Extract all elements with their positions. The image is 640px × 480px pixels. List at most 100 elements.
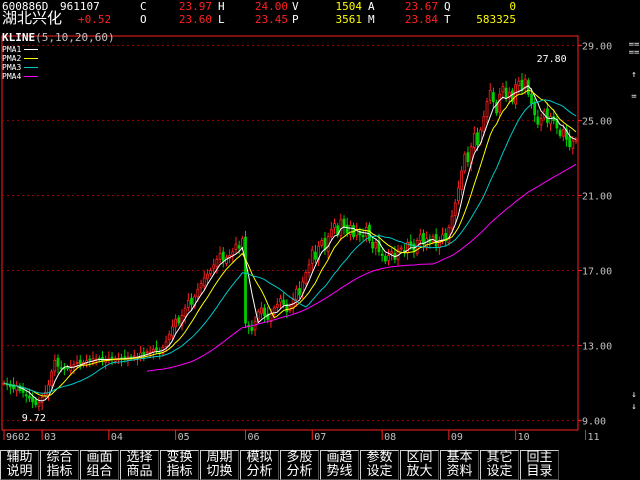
candle-body: [34, 399, 38, 406]
value-q: 0: [509, 0, 516, 13]
function-button-label: 回主: [526, 450, 553, 465]
value-low: 23.45: [254, 13, 288, 26]
function-button-label: 指标: [46, 464, 73, 479]
function-button[interactable]: 回主 目录: [520, 450, 559, 480]
candle-body: [549, 116, 552, 125]
side-scroll-icon[interactable]: ==: [628, 48, 640, 58]
candle-body: [320, 240, 324, 246]
side-scroll-icon[interactable]: =: [631, 92, 637, 102]
function-button[interactable]: 变换 指标: [160, 450, 199, 480]
function-button-label: 势线: [326, 464, 353, 479]
value-volume: 1504: [335, 0, 363, 13]
candle-body: [466, 152, 470, 163]
function-button[interactable]: 辅助 说明: [0, 450, 39, 480]
ma-legend-swatch: [24, 58, 39, 59]
function-button-label: 放大: [406, 464, 433, 479]
quote-date: 961107: [60, 0, 100, 13]
candle-body: [199, 283, 203, 289]
candle-body: [539, 118, 543, 126]
function-button[interactable]: 画趋 势线: [320, 450, 359, 480]
candle-body: [237, 245, 241, 249]
function-button[interactable]: 多股 分析: [280, 450, 319, 480]
candle-body: [285, 303, 289, 313]
candle-body: [171, 326, 174, 337]
candle-body: [380, 253, 384, 256]
value-p: 3561: [335, 13, 363, 26]
function-button-label: 模拟: [246, 450, 273, 465]
candle-body: [263, 307, 266, 316]
function-button[interactable]: 画面 组合: [80, 450, 119, 480]
function-button[interactable]: 其它 设定: [480, 450, 519, 480]
function-button-label: 区间: [406, 450, 433, 465]
function-button-label: 目录: [526, 464, 553, 479]
function-button[interactable]: 选择 商品: [120, 450, 159, 480]
candle-body: [498, 93, 502, 113]
ma-line-3: [3, 99, 577, 394]
candle-body: [453, 202, 457, 216]
candle-body: [457, 187, 460, 202]
candle-body: [565, 128, 568, 140]
function-button[interactable]: 模拟 分析: [240, 450, 279, 480]
value-average: 23.67: [404, 0, 438, 13]
function-button[interactable]: 综合 指标: [40, 450, 79, 480]
label-m: M: [368, 13, 375, 26]
side-scroll-icon[interactable]: ↓: [631, 390, 637, 400]
x-tick-label: 03: [44, 432, 56, 443]
kline-chart-panel[interactable]: 29.00 25.00 21.00 17.00 13.00 9.00 9602 03 04 05 0…: [0, 28, 640, 450]
y-tick-label: 29.00: [582, 41, 612, 52]
function-button-label: 选择: [126, 450, 153, 465]
candle-body: [434, 234, 438, 247]
label-volume: V: [292, 0, 299, 13]
y-tick-label: 25.00: [582, 116, 612, 127]
candle-body: [190, 297, 193, 305]
candle-body: [240, 238, 244, 249]
function-button-label: 分析: [246, 464, 273, 479]
ma-legend-item: PMA3: [2, 63, 39, 72]
function-button[interactable]: 基本 资料: [440, 450, 479, 480]
ma-legend-swatch: [24, 76, 39, 77]
value-high: 24.00: [254, 0, 288, 13]
candle-body: [66, 367, 69, 369]
candle-body: [186, 300, 190, 308]
candle-body: [482, 116, 486, 132]
value-close: 23.97: [178, 0, 212, 13]
candle-body: [364, 226, 368, 237]
y-tick-label: 9.00: [582, 417, 606, 428]
candle-body: [418, 234, 422, 241]
candle-body: [50, 371, 54, 387]
candle-body: [523, 78, 527, 89]
candle-body: [212, 264, 216, 269]
function-button-label: 变换: [166, 450, 193, 465]
candle-body: [279, 298, 282, 303]
candle-body: [37, 402, 41, 407]
candle-body: [250, 327, 254, 331]
label-p: P: [292, 13, 299, 26]
function-button[interactable]: 区间 放大: [400, 450, 439, 480]
function-button[interactable]: 参数 设定: [360, 450, 399, 480]
function-button-label: 画面: [86, 450, 113, 465]
candle-body: [218, 253, 222, 260]
candle-body: [536, 116, 540, 125]
kline-chart[interactable]: 29.00 25.00 21.00 17.00 13.00 9.00 9602 03 04 05 0…: [0, 28, 640, 450]
candle-body: [333, 223, 336, 229]
candle-body: [491, 92, 495, 103]
x-tick-label: 10: [518, 432, 530, 443]
candle-body: [260, 307, 263, 314]
candle-body: [390, 251, 394, 254]
kline-params: (5,10,20,60): [35, 31, 115, 44]
candle-body: [174, 318, 177, 328]
side-scroll-icon[interactable]: ==: [628, 40, 640, 50]
plot-frame: [1, 35, 579, 431]
side-scroll-icon[interactable]: ↓: [631, 402, 637, 412]
candle-body: [40, 396, 44, 404]
candle-body: [164, 341, 168, 348]
label-high: H: [218, 0, 225, 13]
function-button[interactable]: 周期 切换: [200, 450, 239, 480]
side-scroll-icon[interactable]: ↑: [631, 70, 637, 80]
label-open: O: [140, 13, 147, 26]
candle-body: [546, 108, 549, 123]
function-button-label: 商品: [126, 464, 153, 479]
candle-body: [132, 355, 136, 358]
x-tick-label: 09: [451, 432, 463, 443]
stock-name: 湖北兴化: [2, 9, 63, 27]
